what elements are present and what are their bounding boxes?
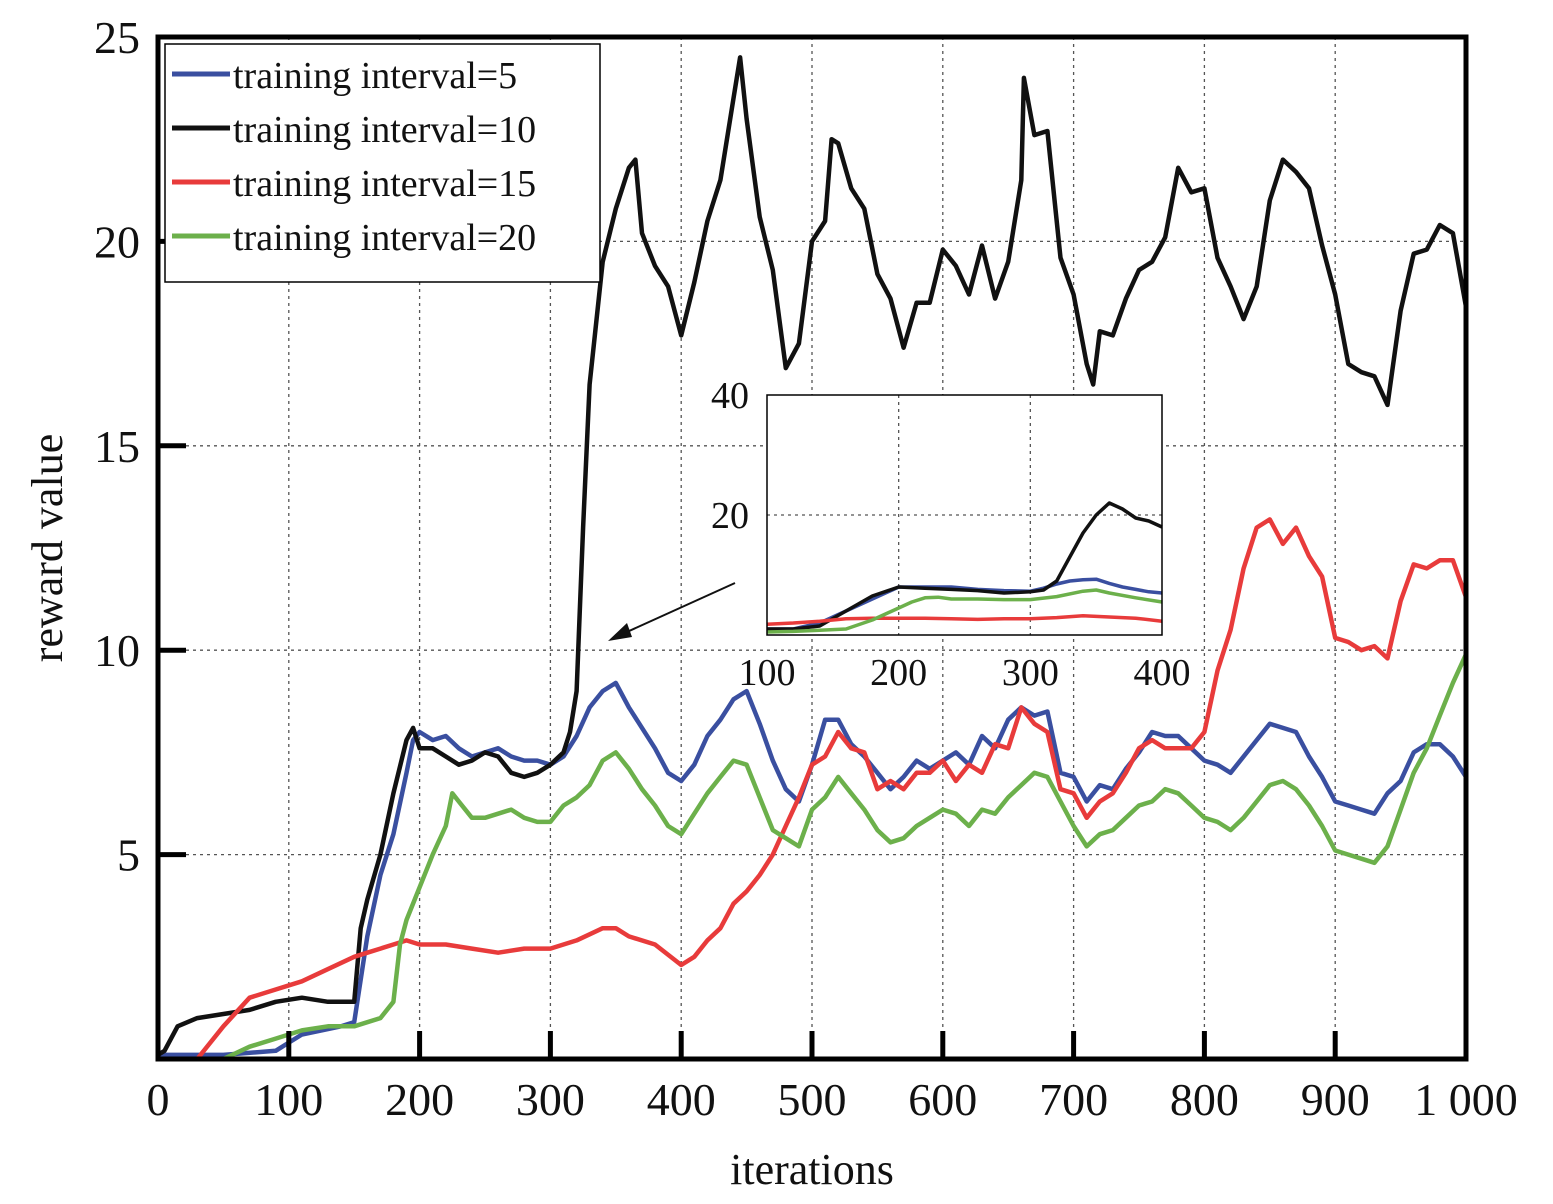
inset-x-tick-label: 200: [870, 652, 927, 694]
inset-x-tick-labels: 100 200 300 400: [739, 652, 1191, 694]
x-tick-label: 800: [1170, 1074, 1239, 1125]
x-axis-title: iterations: [730, 1145, 894, 1194]
inset-x-tick-label: 300: [1002, 652, 1059, 694]
y-axis-title: reward value: [23, 434, 72, 662]
y-tick-label: 5: [117, 830, 140, 881]
legend-label: training interval=20: [233, 217, 536, 259]
legend-label: training interval=15: [233, 163, 536, 205]
inset-series-line: [766, 588, 1163, 634]
series-line: [158, 517, 1469, 1062]
inset-series-line: [766, 614, 1163, 626]
series-line: [158, 653, 1469, 1062]
inset-x-tick-label: 100: [739, 652, 796, 694]
x-tick-label: 100: [254, 1074, 323, 1125]
y-tick-label: 15: [94, 421, 140, 472]
x-tick-label: 600: [908, 1074, 977, 1125]
inset-x-tick-label: 400: [1134, 652, 1191, 694]
inset-y-tick-label: 20: [711, 495, 749, 537]
x-tick-label: 300: [516, 1074, 585, 1125]
x-tick-label: 200: [385, 1074, 454, 1125]
x-tick-label: 500: [778, 1074, 847, 1125]
legend: training interval=5 training interval=10 t…: [164, 43, 601, 283]
legend-label: training interval=5: [233, 55, 517, 97]
y-tick-label: 20: [94, 216, 140, 267]
x-tick-label: 0: [147, 1074, 170, 1125]
legend-label: training interval=10: [233, 109, 536, 151]
legend-box: [164, 43, 601, 283]
x-tick-label: 1 000: [1414, 1074, 1518, 1125]
series-lines: [156, 55, 1469, 1062]
x-tick-label: 900: [1301, 1074, 1370, 1125]
inset-y-tick-label: 40: [711, 375, 749, 417]
inset-series-line: [767, 501, 1163, 631]
zoom-arrow: [608, 582, 736, 641]
x-tick-label: 700: [1039, 1074, 1108, 1125]
inset-frame: [766, 394, 1163, 636]
y-tick-label: 25: [94, 12, 140, 63]
y-axis-tick-labels: 5 10 15 20 25: [94, 12, 140, 881]
x-tick-label: 400: [647, 1074, 716, 1125]
x-axis-tick-labels: 0 100 200 300 400 500 600 700 800 900 1 000: [147, 1074, 1518, 1125]
series-line: [156, 55, 1469, 1057]
y-tick-label: 10: [94, 625, 140, 676]
